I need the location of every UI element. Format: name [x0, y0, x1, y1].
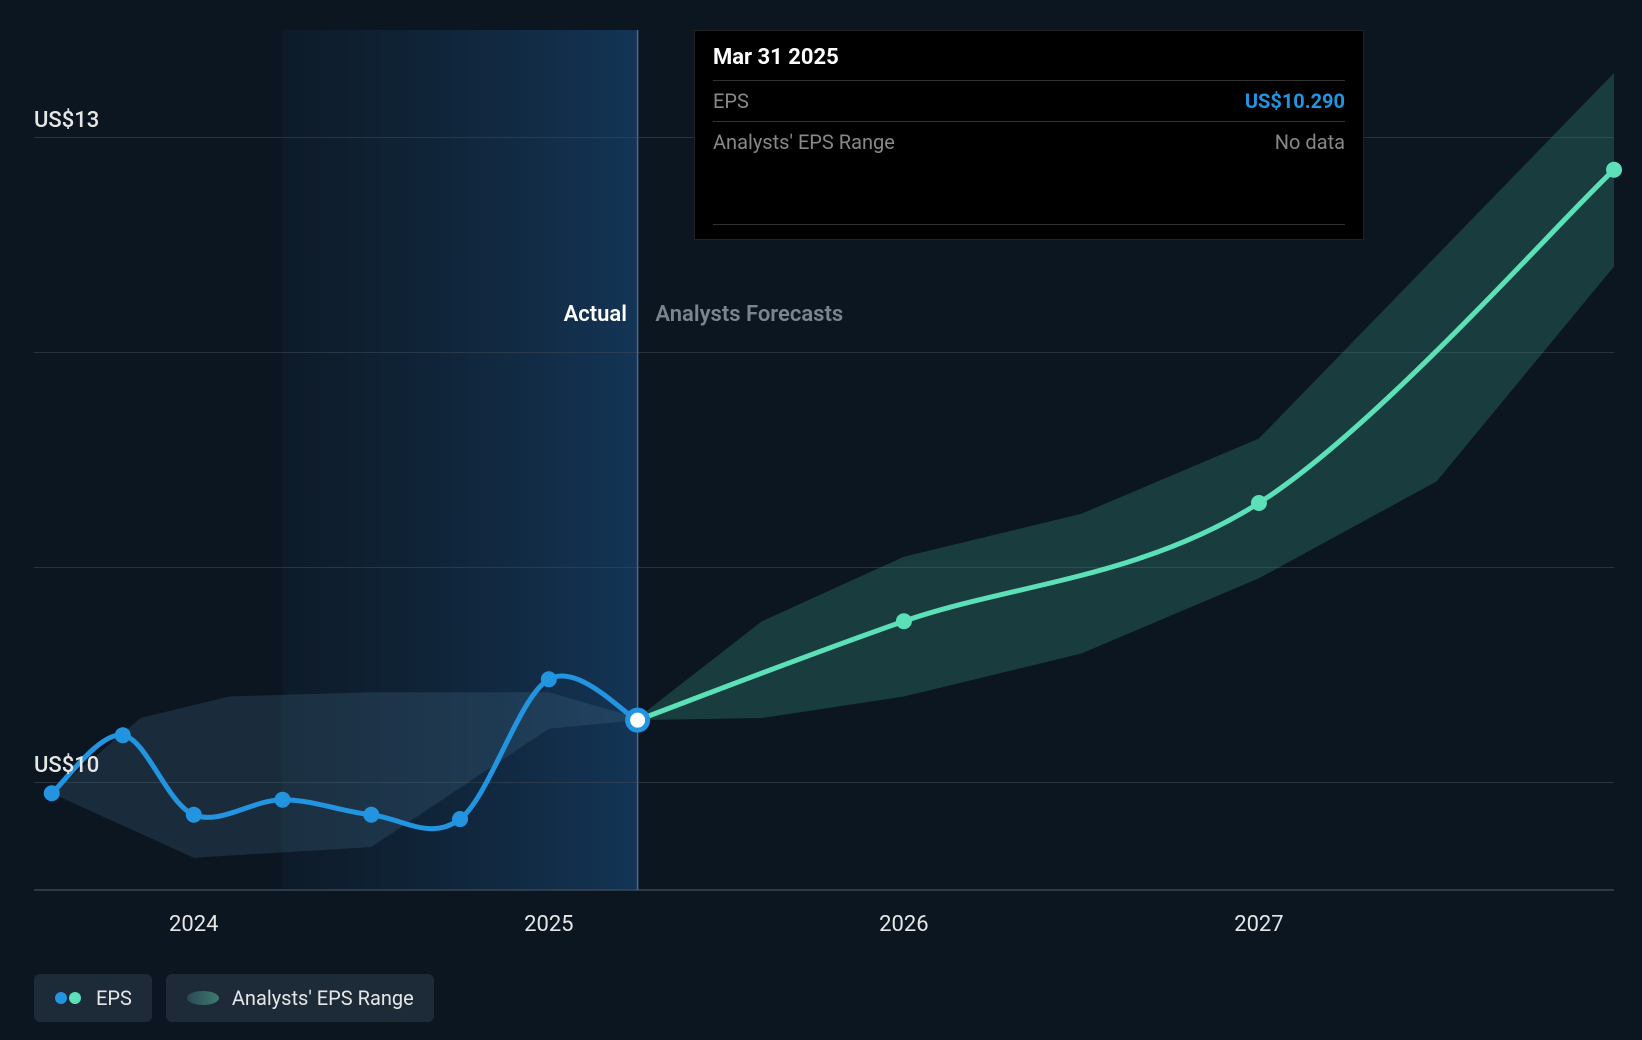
eps-chart: US$10 US$13 2024 2025 2026 2027 Actual Analy…	[0, 0, 1642, 1040]
legend-swatch-dots	[54, 991, 84, 1005]
legend-label: EPS	[96, 986, 132, 1010]
tooltip-date: Mar 31 2025	[713, 45, 1345, 80]
tooltip-row-key: EPS	[713, 89, 749, 113]
chart-legend: EPS Analysts' EPS Range	[34, 974, 434, 1022]
section-label-actual: Actual	[564, 302, 627, 327]
y-axis-label: US$10	[34, 753, 99, 778]
chart-tooltip: Mar 31 2025 EPS US$10.290 Analysts' EPS …	[694, 30, 1364, 240]
legend-item-range[interactable]: Analysts' EPS Range	[166, 974, 434, 1022]
tooltip-row-value: No data	[1275, 130, 1345, 154]
tooltip-row-value: US$10.290	[1245, 89, 1345, 113]
legend-label: Analysts' EPS Range	[232, 986, 414, 1010]
tooltip-row-key: Analysts' EPS Range	[713, 130, 895, 154]
legend-swatch-gradient	[186, 991, 220, 1005]
section-label-forecast: Analysts Forecasts	[655, 302, 843, 327]
y-axis-label: US$13	[34, 108, 99, 133]
legend-item-eps[interactable]: EPS	[34, 974, 152, 1022]
x-axis-label: 2024	[169, 912, 218, 937]
x-axis-label: 2026	[879, 912, 928, 937]
x-axis-label: 2025	[524, 912, 573, 937]
x-axis-label: 2027	[1234, 912, 1283, 937]
